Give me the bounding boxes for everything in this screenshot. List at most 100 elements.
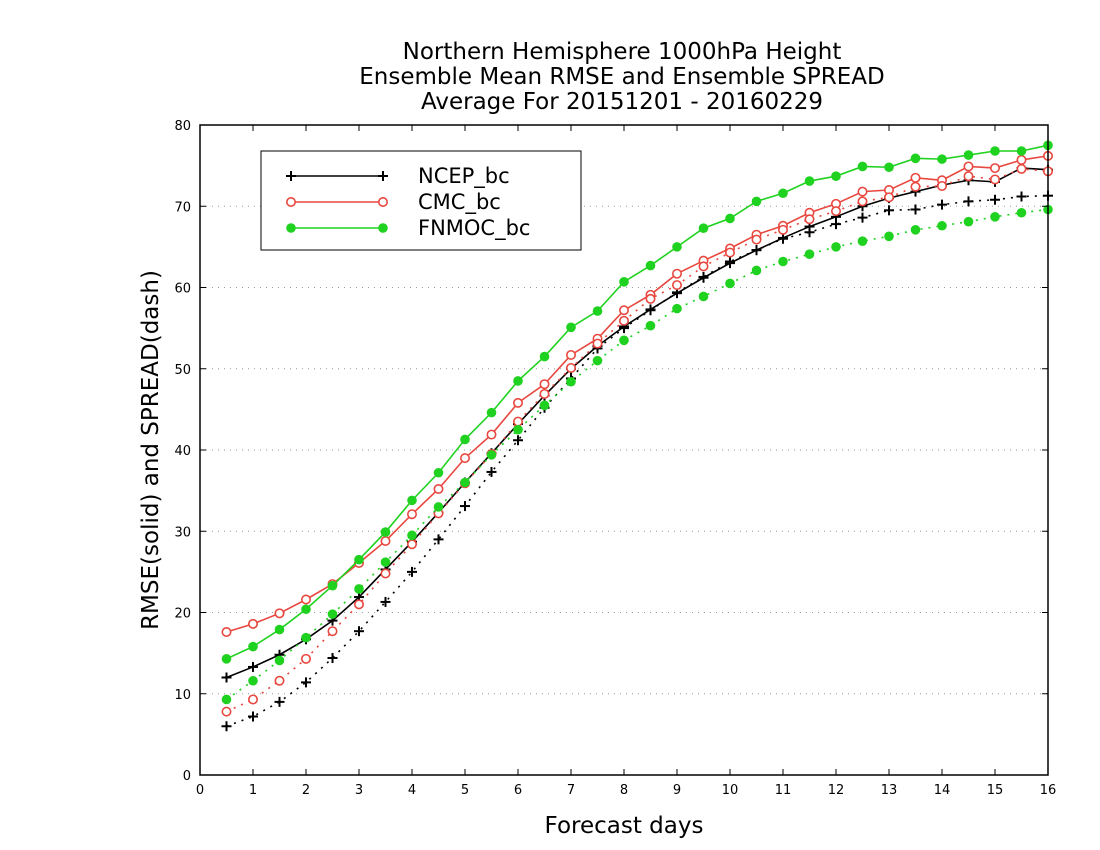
spread-point — [248, 711, 258, 722]
rmse-point — [804, 176, 815, 186]
spread-point — [804, 214, 815, 225]
legend-item: CMC_bc — [285, 190, 501, 215]
spread-point — [884, 205, 894, 216]
rmse-point — [274, 624, 285, 635]
legend-label: CMC_bc — [418, 190, 501, 215]
legend-marker — [377, 197, 388, 208]
legend-box — [260, 150, 582, 251]
rmse-point — [274, 608, 285, 619]
spread-point — [354, 626, 364, 637]
spread-point — [1016, 191, 1027, 202]
y-tick-label: 20 — [174, 607, 191, 622]
rmse-point — [539, 379, 550, 390]
x-tick-label: 7 — [567, 783, 575, 798]
spread-point — [777, 224, 788, 235]
spread-point — [990, 194, 1000, 205]
x-tick-label: 5 — [461, 783, 469, 798]
rmse-point — [566, 322, 576, 333]
spread-point — [804, 249, 815, 259]
spread-point — [301, 632, 311, 643]
spread-point — [406, 539, 417, 550]
spread-point — [433, 502, 444, 512]
spread-point — [937, 199, 947, 210]
spread-point — [592, 355, 603, 366]
spread-point — [804, 227, 815, 238]
rmse-point — [671, 268, 682, 279]
x-tick-label: 11 — [775, 783, 792, 798]
spread-point — [274, 696, 285, 707]
rmse-point — [989, 163, 1000, 174]
spread-point — [354, 584, 364, 594]
rmse-point — [831, 171, 841, 181]
spread-point — [751, 245, 762, 256]
spread-point — [327, 626, 338, 637]
spread-line — [226, 208, 1049, 701]
spread-point — [857, 196, 868, 207]
rmse-point — [301, 604, 311, 615]
spread-point — [698, 261, 709, 272]
legend-label: NCEP_bc — [418, 164, 510, 189]
x-tick-label: 1 — [249, 783, 257, 798]
spread-point — [831, 219, 841, 230]
rmse-point — [380, 527, 391, 537]
legend-marker — [285, 197, 296, 208]
spread-point — [221, 694, 232, 705]
spread-point — [221, 706, 232, 717]
spread-point — [513, 435, 523, 446]
rmse-point — [300, 594, 311, 605]
rmse-point — [910, 172, 921, 183]
spread-point — [539, 400, 550, 411]
chart-title-line-2: Ensemble Mean RMSE and Ensemble SPREAD — [359, 64, 884, 90]
y-axis-title: RMSE(solid) and SPREAD(dash) — [138, 270, 164, 630]
spread-point — [990, 212, 1000, 222]
y-tick-label: 80 — [174, 119, 191, 134]
rmse-point — [459, 453, 470, 464]
spread-point — [910, 204, 921, 215]
rmse-point — [672, 242, 682, 252]
rmse-point — [884, 162, 894, 173]
spread-point — [274, 675, 285, 686]
rmse-point — [725, 213, 735, 224]
spread-point — [380, 557, 391, 567]
spread-point — [725, 278, 735, 289]
y-tick-label: 0 — [183, 769, 191, 784]
rmse-point — [565, 349, 576, 360]
spread-point — [1016, 207, 1027, 218]
rmse-point — [857, 161, 868, 172]
spread-point — [300, 653, 311, 664]
y-tick-label: 60 — [174, 282, 191, 297]
spread-point — [910, 225, 921, 235]
spread-point — [937, 220, 947, 231]
rmse-point — [778, 188, 788, 199]
rmse-point — [937, 154, 947, 164]
spread-point — [698, 271, 709, 282]
spread-point — [725, 256, 735, 267]
spread-point — [592, 338, 603, 349]
rmse-point — [698, 223, 709, 233]
rmse-point — [963, 150, 974, 160]
spread-point — [645, 305, 656, 316]
spread-point — [433, 534, 444, 545]
spread-point — [327, 609, 338, 619]
spread-point — [778, 256, 788, 267]
rmse-point — [512, 397, 523, 408]
y-tick-label: 10 — [174, 688, 191, 703]
rmse-point — [990, 146, 1000, 156]
spread-point — [724, 247, 735, 258]
rmse-point — [433, 483, 444, 494]
spread-point — [884, 231, 894, 242]
spread-point — [619, 335, 629, 346]
y-tick-label: 50 — [174, 363, 191, 378]
rmse-point — [619, 277, 629, 287]
rmse-point — [751, 196, 762, 207]
spread-point — [963, 196, 974, 207]
series-layer — [221, 140, 1054, 732]
spread-point — [274, 655, 285, 666]
spread-point — [327, 653, 338, 663]
x-tick-label: 2 — [302, 783, 310, 798]
y-tick-label: 70 — [174, 200, 191, 215]
rmse-point — [1016, 154, 1027, 165]
rmse-point — [539, 351, 550, 362]
